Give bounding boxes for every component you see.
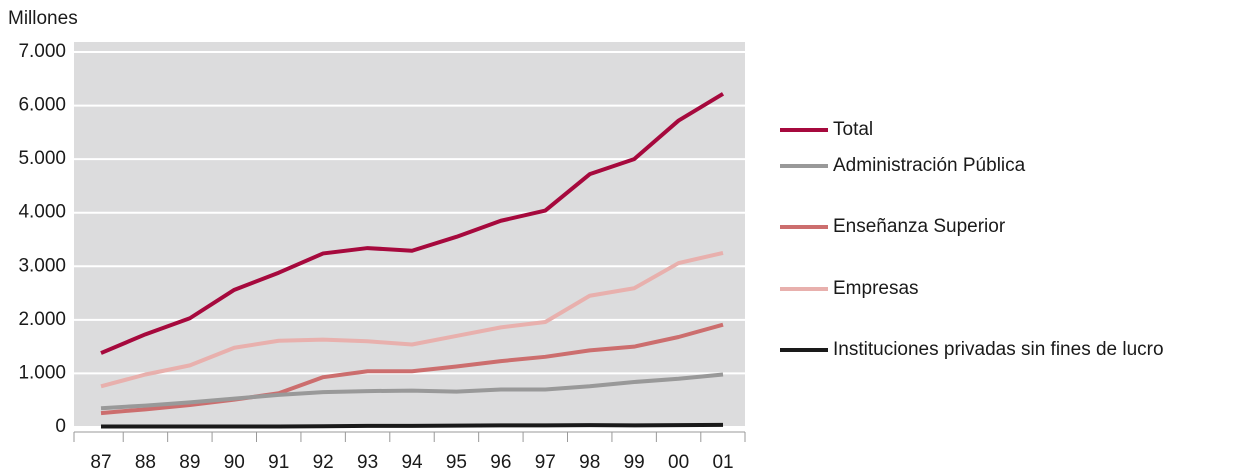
x-tick-label: 90: [224, 452, 245, 473]
y-tick-label: 5.000: [18, 148, 66, 169]
series-line: [100, 92, 725, 355]
legend-label: Enseñanza Superior: [833, 216, 1006, 237]
y-tick-label: 6.000: [18, 95, 66, 116]
x-tick-label: 98: [579, 452, 600, 473]
legend-label: Administración Pública: [833, 155, 1026, 176]
y-tick-label: 3.000: [18, 255, 66, 276]
x-tick-label: 94: [401, 452, 423, 473]
series-line: [100, 250, 724, 389]
y-tick-label: 1.000: [18, 362, 66, 383]
x-tick-label: 97: [535, 452, 556, 473]
x-tick-label: 93: [357, 452, 378, 473]
y-tick-label: 7.000: [18, 41, 66, 62]
x-tick-label: 92: [313, 452, 334, 473]
legend-label: Instituciones privadas sin fines de lucr…: [833, 339, 1164, 360]
x-tick-label: 95: [446, 452, 467, 473]
x-tick-label: 00: [668, 452, 689, 473]
y-tick-label: 4.000: [18, 202, 66, 223]
y-tick-label: 0: [55, 416, 66, 437]
x-tick-label: 01: [712, 452, 733, 473]
legend-label: Empresas: [833, 278, 919, 299]
x-tick-label: 88: [135, 452, 156, 473]
series-line: [101, 422, 724, 429]
x-tick-label: 96: [490, 452, 511, 473]
y-tick-label: 2.000: [18, 309, 66, 330]
legend-label: Total: [833, 119, 873, 140]
y-axis-label: Millones: [8, 8, 78, 29]
x-tick-label: 91: [268, 452, 289, 473]
x-tick-label: 89: [179, 452, 200, 473]
x-tick-label: 99: [624, 452, 645, 473]
series-line: [100, 322, 724, 416]
x-tick-label: 87: [90, 452, 111, 473]
series-line: [100, 372, 724, 411]
